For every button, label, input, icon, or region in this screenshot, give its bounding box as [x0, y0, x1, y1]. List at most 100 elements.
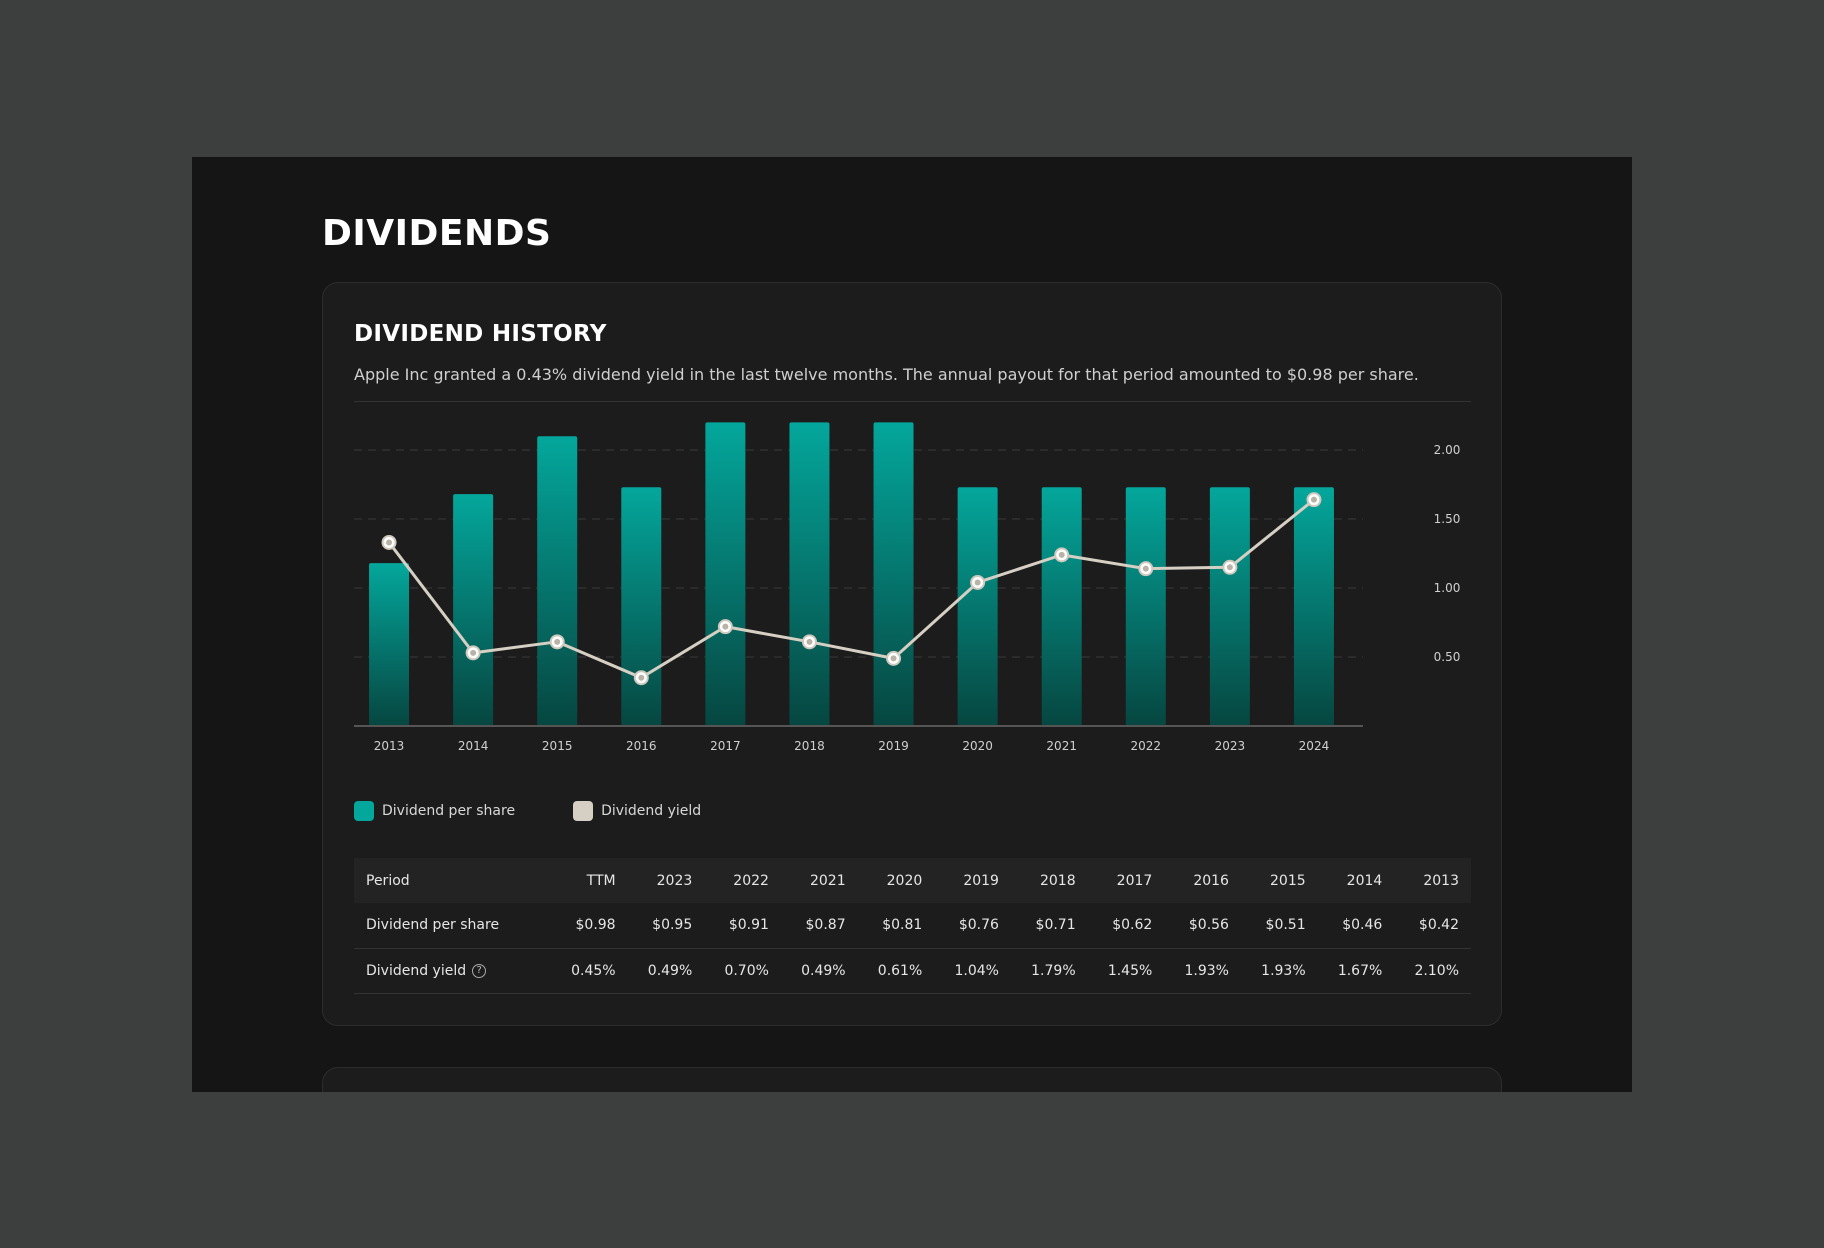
table-cell: $0.62	[1087, 903, 1165, 949]
bar-2013	[369, 563, 410, 726]
yield-point-core	[1058, 551, 1065, 558]
bar-2019	[873, 422, 914, 726]
yield-point-core	[1310, 496, 1317, 503]
x-tick-label: 2019	[878, 739, 909, 753]
table-row: Dividend per share $0.98 $0.95 $0.91 $0.87 $0…	[354, 903, 1471, 949]
help-icon[interactable]: ?	[472, 963, 487, 978]
yield-point-core	[1142, 565, 1149, 572]
bar-2021	[1041, 487, 1082, 726]
bar-2014	[453, 494, 494, 726]
table-cell: $0.71	[1010, 903, 1088, 949]
page-title: DIVIDENDS	[322, 213, 552, 254]
table-row-label: Dividend yield?	[354, 948, 551, 994]
table-cell: 0.61%	[857, 948, 935, 994]
table-header-cell: 2021	[780, 858, 858, 903]
table-header-cell: 2019	[934, 858, 1011, 903]
table-header-cell: 2013	[1394, 858, 1471, 903]
bar-2016	[621, 487, 662, 726]
table-header-cell: 2017	[1087, 858, 1165, 903]
yield-point-core	[722, 623, 729, 630]
yield-line	[387, 498, 1315, 680]
bar-2017	[705, 422, 746, 726]
table-header-cell: 2020	[857, 858, 935, 903]
x-tick-label: 2017	[710, 739, 741, 753]
y-tick-label: 2.00	[1434, 443, 1461, 457]
dividend-table: Period TTM 2023 2022 2021 2020 2019 2018 2017 201…	[354, 858, 1471, 994]
legend: Dividend per share Dividend yield	[354, 801, 759, 821]
bar-2023	[1209, 487, 1250, 726]
x-tick-label: 2021	[1046, 739, 1077, 753]
table-header-cell: 2014	[1317, 858, 1395, 903]
table-cell: 0.70%	[704, 948, 781, 994]
table-cell: 0.45%	[550, 948, 628, 994]
table-cell: 1.04%	[934, 948, 1011, 994]
table-header-cell: 2016	[1164, 858, 1241, 903]
table-cell: $0.98	[550, 903, 628, 949]
legend-swatch-dividend-yield	[573, 801, 594, 821]
table-cell: 0.49%	[627, 948, 705, 994]
y-tick-label: 1.00	[1434, 581, 1461, 595]
bar-2015	[537, 436, 578, 726]
yield-point-core	[1226, 564, 1233, 571]
table-cell: $0.87	[780, 903, 858, 949]
table-cell: 1.45%	[1087, 948, 1165, 994]
bar-2020	[957, 487, 998, 726]
table-cell: 2.10%	[1394, 948, 1471, 994]
next-card	[322, 1067, 1502, 1092]
x-tick-label: 2016	[626, 739, 657, 753]
table-header-row: Period TTM 2023 2022 2021 2020 2019 2018 2017 201…	[354, 858, 1471, 903]
legend-item-dividend-per-share[interactable]: Dividend per share	[354, 801, 515, 821]
x-tick-label: 2015	[542, 739, 573, 753]
table-header-cell: 2015	[1240, 858, 1318, 903]
table-cell: 1.67%	[1317, 948, 1395, 994]
table-cell: $0.95	[627, 903, 705, 949]
yield-point-core	[638, 674, 645, 681]
table-row: Dividend yield? 0.45% 0.49% 0.70% 0.49% 0.61%…	[354, 948, 1471, 994]
table-cell: $0.42	[1394, 903, 1471, 949]
table-cell: $0.81	[857, 903, 935, 949]
x-tick-label: 2014	[458, 739, 489, 753]
table-cell: 0.49%	[780, 948, 858, 994]
x-tick-label: 2023	[1215, 739, 1246, 753]
table-cell: $0.76	[934, 903, 1011, 949]
legend-item-dividend-yield[interactable]: Dividend yield	[573, 801, 701, 821]
yield-point-core	[806, 638, 813, 645]
card-description: Apple Inc granted a 0.43% dividend yield…	[354, 365, 1419, 384]
x-tick-label: 2024	[1299, 739, 1330, 753]
table-header-cell: 2023	[627, 858, 705, 903]
card-title: DIVIDEND HISTORY	[354, 321, 607, 347]
table-header-cell: TTM	[550, 858, 628, 903]
table-row-label: Dividend per share	[354, 903, 551, 949]
dividends-panel: DIVIDENDS DIVIDEND HISTORY Apple Inc gra…	[192, 157, 1632, 1092]
y-tick-label: 0.50	[1434, 650, 1461, 664]
table-header-cell: 2022	[704, 858, 781, 903]
x-tick-label: 2020	[962, 739, 993, 753]
yield-point-core	[554, 638, 561, 645]
table-cell: 1.93%	[1164, 948, 1241, 994]
bar-2018	[789, 422, 830, 726]
legend-swatch-dividend-per-share	[354, 801, 374, 821]
dividend-history-card: DIVIDEND HISTORY Apple Inc granted a 0.4…	[322, 282, 1502, 1026]
divider	[354, 401, 1471, 402]
table-cell: $0.56	[1164, 903, 1241, 949]
yield-point-core	[470, 649, 477, 656]
dividend-chart: 0.50 1.00 1.50 2.00 2013 2014 2015 2016 2017 2018…	[354, 422, 1461, 753]
bar-2024	[1293, 487, 1334, 726]
y-tick-label: 1.50	[1434, 512, 1461, 526]
bar-2022	[1125, 487, 1166, 726]
table-header-cell: 2018	[1010, 858, 1088, 903]
x-tick-label: 2018	[794, 739, 825, 753]
table-cell: 1.93%	[1240, 948, 1318, 994]
table-cell: $0.46	[1317, 903, 1395, 949]
yield-point-core	[974, 579, 981, 586]
x-tick-label: 2013	[374, 739, 405, 753]
table-cell: $0.91	[704, 903, 781, 949]
legend-label: Dividend per share	[382, 803, 516, 819]
table-header-period: Period	[354, 858, 551, 903]
table-cell: $0.51	[1240, 903, 1318, 949]
table-cell: 1.79%	[1010, 948, 1088, 994]
yield-point-core	[890, 655, 897, 662]
legend-label: Dividend yield	[601, 803, 702, 819]
yield-point-core	[386, 539, 393, 546]
x-tick-label: 2022	[1131, 739, 1162, 753]
